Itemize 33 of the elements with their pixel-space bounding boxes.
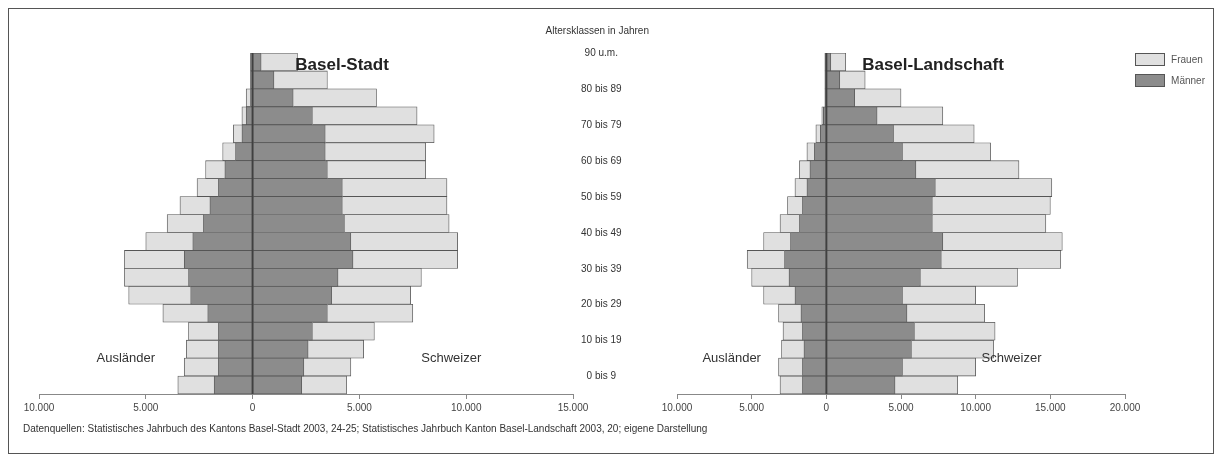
text: Datenquellen: Statistisches Jahrbuch des Kantons Basel-Stadt 2003, 24-25; Statistisches Jahrbuch Kanton Basel-Landschaft 2003, 20; eigene Darstellung: [23, 423, 708, 434]
x-tick-label: 15.000: [557, 401, 589, 413]
annotation: Schweizer: [421, 349, 482, 365]
x-tick-label: 5.000: [133, 401, 159, 413]
y-tick-label: 80 bis 89: [581, 83, 623, 95]
annotation: Schweizer: [981, 349, 1043, 365]
y-tick-label: 90 u.m.: [584, 47, 618, 59]
y-tick-label: 0 bis 9: [586, 370, 617, 382]
x-tick-label: 10.000: [23, 401, 55, 413]
y-tick-label: 30 bis 39: [581, 262, 623, 274]
annotation: Ausländer: [96, 349, 156, 365]
x-tick-label: 15.000: [1035, 401, 1067, 413]
x-tick-label: 5.000: [739, 401, 765, 413]
y-tick-label: 70 bis 79: [581, 118, 623, 130]
x-tick-label: 10.000: [960, 401, 992, 413]
annotation: Ausländer: [702, 349, 762, 365]
y-axis-title: Altersklassen in Jahren: [545, 24, 649, 36]
legend-label: Frauen: [1171, 54, 1203, 65]
x-tick-label: 0: [823, 401, 830, 413]
chart-title: Basel-Stadt: [295, 54, 390, 74]
y-tick-label: 10 bis 19: [581, 334, 623, 346]
x-tick-label: 10.000: [661, 401, 693, 413]
y-tick-label: 40 bis 49: [581, 226, 623, 238]
y-tick-label: 20 bis 29: [581, 298, 623, 310]
y-tick-label: 60 bis 69: [581, 154, 623, 166]
x-tick-label: 20.000: [1109, 401, 1141, 413]
x-tick-label: 10.000: [450, 401, 482, 413]
x-tick-label: 0: [249, 401, 256, 413]
x-tick-label: 5.000: [346, 401, 373, 413]
legend-label: Männer: [1171, 75, 1205, 86]
x-tick-label: 5.000: [888, 401, 914, 413]
chart-title: Basel-Landschaft: [862, 54, 1005, 74]
y-tick-label: 50 bis 59: [581, 190, 623, 202]
